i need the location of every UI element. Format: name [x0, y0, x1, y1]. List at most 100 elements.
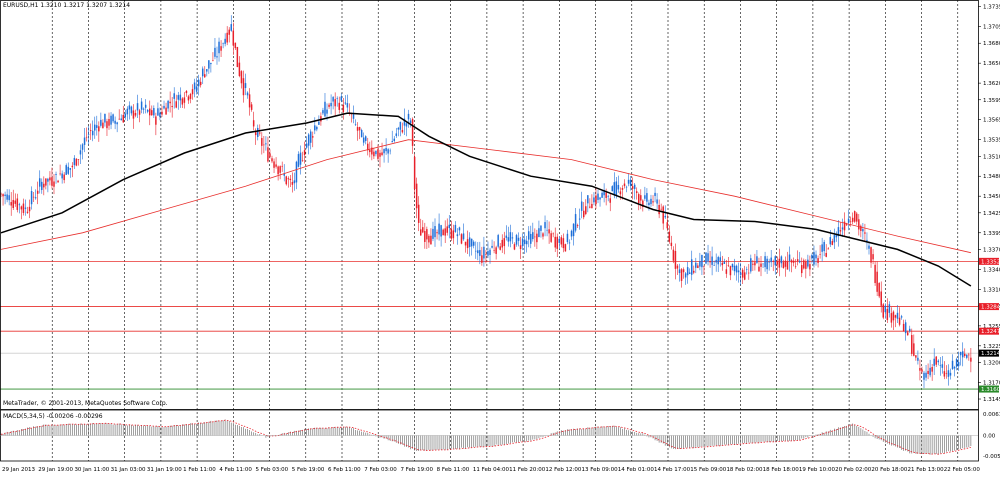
- candle: [216, 46, 218, 65]
- candle-body: [387, 149, 389, 154]
- candle-body: [210, 62, 212, 65]
- candle-body: [544, 222, 546, 229]
- candle: [542, 232, 544, 240]
- candle-body: [658, 204, 660, 215]
- candle: [24, 199, 27, 216]
- candle-body: [256, 127, 259, 137]
- candle: [407, 109, 410, 128]
- candle-body: [6, 194, 8, 200]
- candle-body: [344, 102, 347, 104]
- x-tick-label: 29 Jan 2013: [2, 467, 35, 473]
- candle: [656, 193, 658, 209]
- candle: [798, 251, 801, 264]
- candle: [633, 182, 636, 200]
- candle: [16, 193, 19, 213]
- candle: [393, 136, 396, 143]
- candle: [766, 255, 768, 274]
- candle: [163, 100, 165, 110]
- candle: [578, 208, 581, 230]
- candle-body: [876, 271, 878, 292]
- candle: [955, 357, 958, 371]
- candle-body: [851, 217, 854, 222]
- candle-body: [902, 323, 905, 332]
- candle-body: [631, 186, 634, 189]
- candle-body: [527, 231, 530, 240]
- candle: [888, 301, 891, 318]
- candle: [177, 91, 180, 110]
- candle: [204, 66, 206, 78]
- candle-body: [621, 188, 624, 190]
- candle: [737, 262, 740, 283]
- candle: [617, 175, 620, 193]
- candle: [690, 250, 693, 281]
- candle-body: [59, 173, 61, 175]
- candle-body: [83, 137, 86, 145]
- candle: [782, 259, 785, 269]
- candle: [305, 136, 308, 149]
- candle: [169, 91, 171, 113]
- candle-body: [142, 108, 145, 110]
- candle: [904, 319, 907, 341]
- candle: [371, 140, 373, 161]
- candle: [173, 87, 175, 109]
- x-tick-label: 31 Jan 03:00: [111, 467, 146, 473]
- candle-body: [578, 218, 581, 220]
- candle: [550, 230, 552, 244]
- candle-body: [47, 178, 49, 182]
- candle-body: [617, 184, 620, 190]
- price-tag-label: 1.3214: [981, 351, 1000, 357]
- candle-body: [823, 241, 825, 252]
- candle-body: [301, 160, 304, 161]
- candle: [693, 265, 695, 275]
- candle-body: [521, 238, 524, 247]
- candle-body: [835, 234, 838, 238]
- candle: [98, 121, 100, 142]
- candle-body: [336, 98, 338, 99]
- candle-body: [342, 104, 345, 113]
- candle: [379, 149, 381, 168]
- candle: [733, 258, 736, 276]
- candle-body: [409, 120, 412, 123]
- candle-body: [721, 262, 724, 266]
- candle-body: [134, 112, 137, 116]
- candle: [658, 199, 660, 219]
- candle: [527, 226, 530, 248]
- candle: [739, 262, 742, 285]
- candle: [61, 170, 63, 184]
- candle: [874, 261, 876, 286]
- candle-body: [664, 215, 666, 218]
- candle: [59, 164, 61, 176]
- candle: [430, 228, 432, 245]
- candle-body: [642, 200, 644, 208]
- candle: [75, 158, 78, 167]
- candle-body: [525, 240, 528, 245]
- candle-body: [766, 258, 768, 270]
- candle: [49, 171, 51, 186]
- candle: [138, 108, 141, 123]
- candle: [477, 242, 479, 261]
- candle-body: [900, 316, 903, 318]
- candle: [872, 249, 874, 265]
- candle: [291, 172, 294, 193]
- candle: [340, 93, 343, 103]
- candle-body: [415, 183, 418, 209]
- candle-body: [136, 103, 139, 111]
- candle-body: [428, 235, 430, 243]
- candle-body: [275, 164, 277, 167]
- candle-body: [175, 101, 177, 108]
- candle: [631, 177, 634, 200]
- candle: [324, 92, 326, 118]
- candle: [507, 226, 510, 247]
- candle-body: [774, 256, 777, 266]
- candle: [941, 355, 944, 374]
- y-tick-label: 1.3200: [983, 360, 1000, 366]
- candle: [51, 167, 53, 189]
- candle-body: [595, 195, 597, 205]
- candle: [896, 305, 899, 323]
- candle: [432, 221, 434, 242]
- candle-body: [267, 147, 269, 162]
- candle: [442, 228, 444, 236]
- candle: [939, 357, 942, 376]
